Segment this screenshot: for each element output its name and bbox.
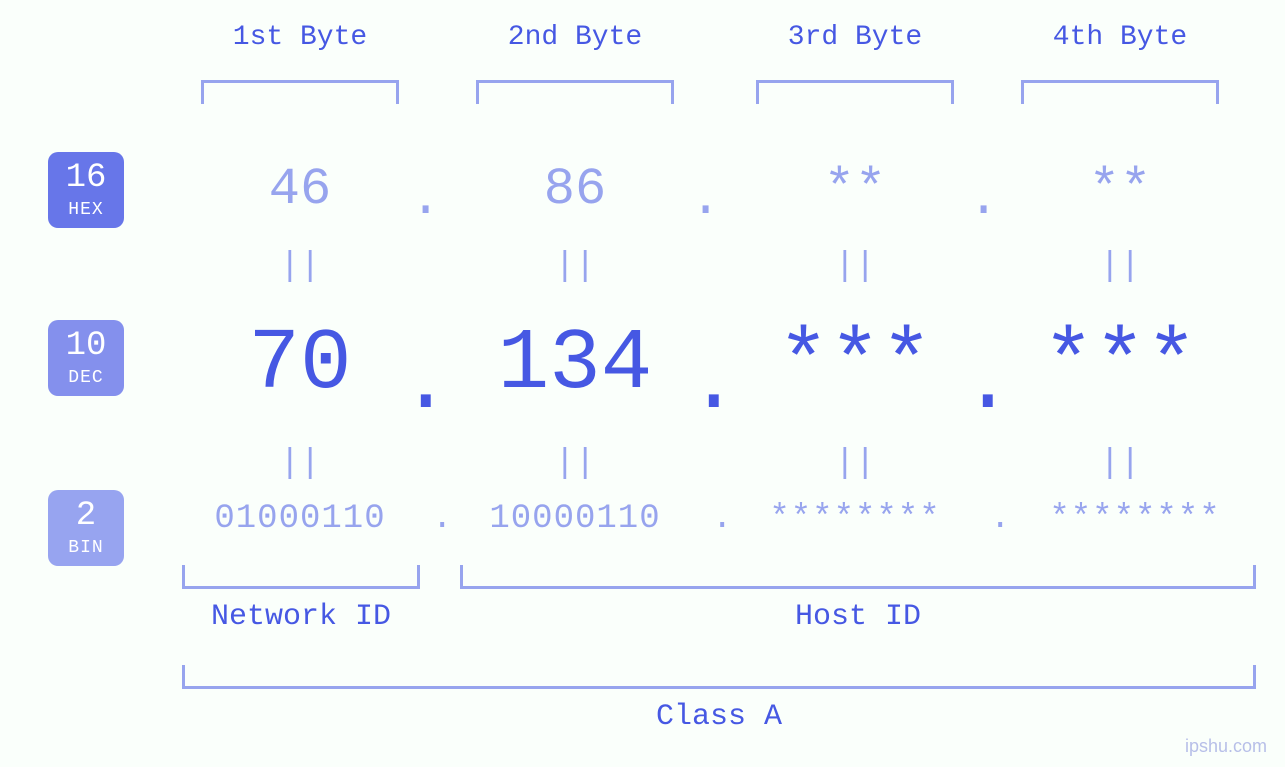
hex-byte-2: 86 bbox=[505, 160, 645, 219]
badge-hex-label: HEX bbox=[68, 201, 103, 219]
equals-dec-bin-1: || bbox=[270, 445, 330, 483]
equals-dec-bin-4: || bbox=[1090, 445, 1150, 483]
network-id-label: Network ID bbox=[182, 600, 420, 634]
bin-byte-4: ******** bbox=[1015, 500, 1255, 538]
top-bracket-3 bbox=[756, 80, 954, 104]
badge-hex-num: 16 bbox=[66, 161, 107, 195]
network-id-bracket bbox=[182, 565, 420, 589]
bin-byte-1: 01000110 bbox=[180, 500, 420, 538]
top-bracket-1 bbox=[201, 80, 399, 104]
equals-dec-bin-3: || bbox=[825, 445, 885, 483]
bin-sep-1: . bbox=[432, 500, 452, 538]
class-bracket bbox=[182, 665, 1256, 689]
byte-header-1: 1st Byte bbox=[210, 22, 390, 53]
hex-byte-1: 46 bbox=[230, 160, 370, 219]
top-bracket-2 bbox=[476, 80, 674, 104]
equals-hex-dec-1: || bbox=[270, 248, 330, 286]
byte-header-3: 3rd Byte bbox=[765, 22, 945, 53]
dec-byte-3: *** bbox=[740, 315, 970, 413]
bin-byte-2: 10000110 bbox=[455, 500, 695, 538]
equals-hex-dec-4: || bbox=[1090, 248, 1150, 286]
hex-sep-3: . bbox=[968, 170, 999, 229]
top-bracket-4 bbox=[1021, 80, 1219, 104]
hex-sep-1: . bbox=[410, 170, 441, 229]
equals-hex-dec-2: || bbox=[545, 248, 605, 286]
badge-bin-label: BIN bbox=[68, 539, 103, 557]
dec-byte-2: 134 bbox=[455, 315, 695, 413]
watermark: ipshu.com bbox=[1185, 736, 1267, 757]
byte-header-4: 4th Byte bbox=[1030, 22, 1210, 53]
badge-hex: 16 HEX bbox=[48, 152, 124, 228]
equals-dec-bin-2: || bbox=[545, 445, 605, 483]
hex-sep-2: . bbox=[690, 170, 721, 229]
badge-dec-label: DEC bbox=[68, 369, 103, 387]
dec-byte-1: 70 bbox=[200, 315, 400, 413]
host-id-bracket bbox=[460, 565, 1256, 589]
bin-sep-3: . bbox=[990, 500, 1010, 538]
byte-header-2: 2nd Byte bbox=[485, 22, 665, 53]
dec-byte-4: *** bbox=[1005, 315, 1235, 413]
bin-sep-2: . bbox=[712, 500, 732, 538]
dec-sep-2: . bbox=[688, 335, 740, 433]
badge-dec: 10 DEC bbox=[48, 320, 124, 396]
hex-byte-4: ** bbox=[1050, 160, 1190, 219]
host-id-label: Host ID bbox=[460, 600, 1256, 634]
badge-bin: 2 BIN bbox=[48, 490, 124, 566]
badge-bin-num: 2 bbox=[76, 499, 96, 533]
dec-sep-1: . bbox=[400, 335, 452, 433]
hex-byte-3: ** bbox=[785, 160, 925, 219]
bin-byte-3: ******** bbox=[735, 500, 975, 538]
class-label: Class A bbox=[182, 700, 1256, 734]
equals-hex-dec-3: || bbox=[825, 248, 885, 286]
badge-dec-num: 10 bbox=[66, 329, 107, 363]
